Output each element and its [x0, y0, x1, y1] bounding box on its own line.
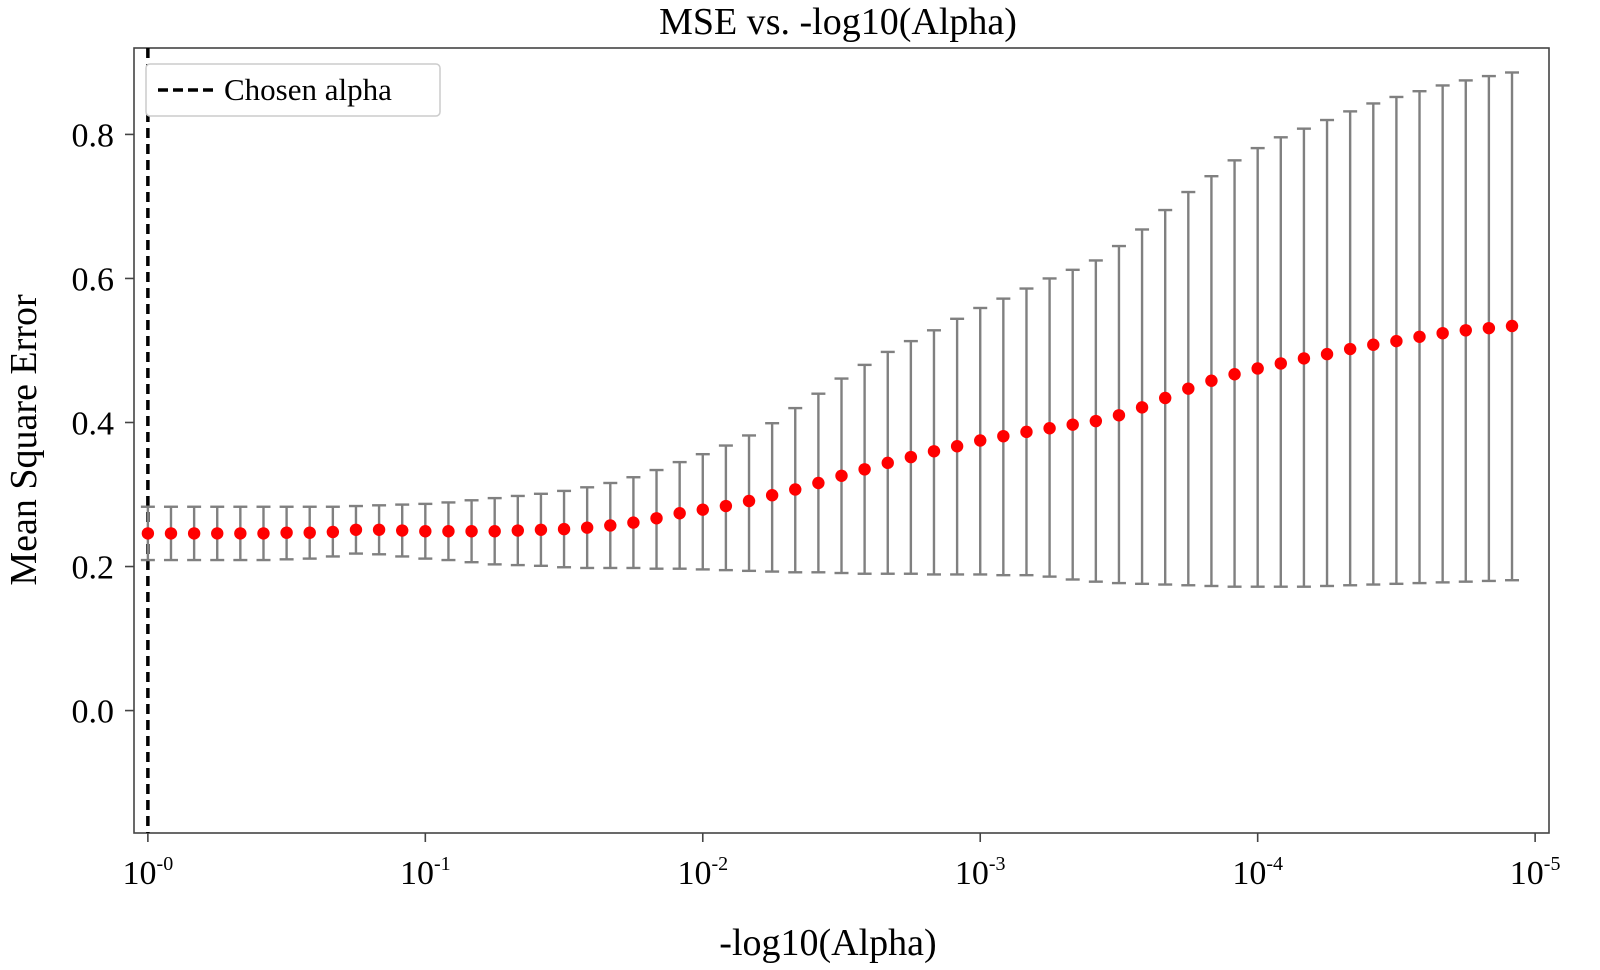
- data-point: [1020, 425, 1033, 439]
- data-point: [141, 527, 155, 540]
- data-point: [650, 512, 663, 525]
- y-axis-ticks: 0.0 0.2 0.4 0.6 0.8: [72, 117, 134, 731]
- data-point: [164, 527, 178, 540]
- data-point: [673, 507, 686, 520]
- data-point: [1251, 362, 1264, 375]
- plot-frame: [133, 47, 1550, 834]
- data-point: [1390, 334, 1403, 348]
- data-point: [534, 523, 548, 537]
- plot-area: [133, 47, 1550, 834]
- data-point: [1066, 418, 1079, 431]
- x-tick-label: 10-0: [123, 853, 174, 892]
- data-point: [1482, 321, 1496, 335]
- data-point: [211, 527, 224, 540]
- data-point: [1112, 409, 1126, 422]
- data-point: [1297, 352, 1311, 365]
- legend-box: [145, 63, 441, 117]
- data-point: [465, 525, 478, 538]
- data-point: [1135, 401, 1149, 414]
- y-tick-label: 0.4: [72, 405, 115, 442]
- data-point: [1089, 414, 1103, 428]
- data-point: [511, 524, 524, 537]
- data-point: [719, 499, 733, 513]
- data-point: [1205, 374, 1218, 387]
- x-tick-label: 10-5: [1510, 853, 1561, 892]
- y-tick-label: 0.6: [72, 261, 115, 298]
- data-point: [789, 483, 802, 496]
- data-point: [257, 527, 270, 540]
- data-points: [141, 319, 1519, 540]
- data-point: [927, 445, 941, 458]
- legend-label: Chosen alpha: [224, 72, 392, 107]
- data-point: [1343, 342, 1357, 356]
- data-point: [858, 463, 871, 476]
- data-point: [1436, 326, 1449, 340]
- data-point: [696, 503, 709, 516]
- data-point: [1505, 319, 1519, 333]
- data-point: [904, 450, 918, 464]
- legend: Chosen alpha: [145, 63, 441, 117]
- data-point: [812, 476, 825, 490]
- data-point: [303, 526, 316, 539]
- data-point: [326, 525, 340, 539]
- data-point: [765, 489, 779, 502]
- data-point: [881, 456, 894, 470]
- data-point: [627, 516, 640, 529]
- data-point: [488, 525, 501, 538]
- data-point: [442, 525, 455, 538]
- data-point: [1159, 391, 1172, 405]
- data-point: [372, 523, 386, 537]
- y-tick-label: 0.0: [72, 694, 115, 731]
- data-point: [742, 494, 756, 508]
- x-tick-label: 10-3: [955, 853, 1006, 892]
- data-point: [1182, 382, 1195, 395]
- data-point: [1274, 357, 1287, 370]
- x-tick-label: 10-2: [677, 853, 728, 892]
- x-axis-label: -log10(Alpha): [719, 922, 936, 964]
- data-point: [1043, 422, 1056, 435]
- data-point: [1413, 330, 1426, 343]
- y-tick-label: 0.8: [72, 117, 115, 154]
- x-tick-label: 10-1: [400, 853, 451, 892]
- data-point: [280, 526, 293, 539]
- y-tick-label: 0.2: [72, 550, 115, 587]
- data-point: [580, 521, 594, 534]
- data-point: [950, 440, 964, 453]
- data-point: [349, 523, 363, 537]
- data-point: [1459, 324, 1472, 337]
- x-axis-ticks: 10-0 10-1 10-2 10-3 10-4 10-5: [123, 833, 1561, 892]
- x-tick-label: 10-4: [1232, 853, 1283, 892]
- data-point: [396, 524, 409, 537]
- data-point: [419, 525, 432, 538]
- data-point: [974, 434, 987, 447]
- data-point: [234, 527, 247, 540]
- y-axis-label: Mean Square Error: [3, 294, 45, 586]
- chart-title: MSE vs. -log10(Alpha): [659, 1, 1017, 43]
- data-point: [604, 519, 617, 532]
- data-point: [835, 469, 848, 482]
- data-point: [997, 429, 1010, 443]
- data-point: [187, 527, 201, 540]
- data-point: [557, 522, 571, 536]
- errorbars: [140, 71, 1520, 588]
- data-point: [1367, 338, 1380, 351]
- data-point: [1228, 368, 1241, 381]
- data-point: [1320, 347, 1334, 361]
